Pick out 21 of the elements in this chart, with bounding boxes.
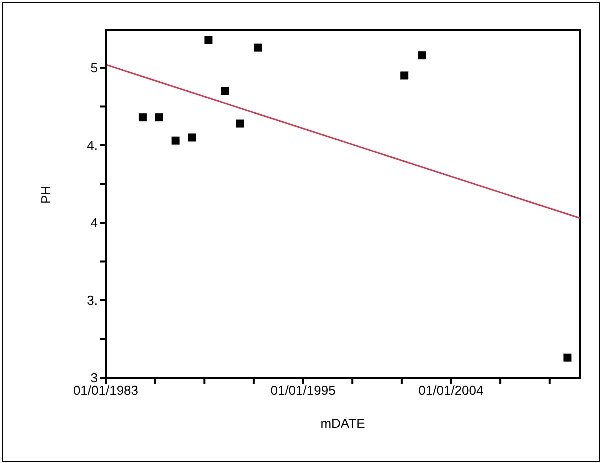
point	[204, 36, 213, 44]
y-tick-label: 5	[90, 60, 98, 76]
point	[188, 134, 196, 142]
point	[254, 44, 262, 52]
x-tick-label: 01/01/2004	[418, 383, 484, 398]
point	[418, 52, 426, 60]
point	[221, 87, 230, 96]
y-axis-title: PH	[38, 186, 54, 204]
x-tick-label: 01/01/1995	[270, 383, 336, 398]
x-tick-label: 01/01/1983	[73, 383, 139, 398]
y-tick-label: 3.	[87, 293, 98, 308]
point	[564, 354, 572, 362]
point	[138, 114, 147, 122]
point	[236, 120, 244, 128]
y-tick-label: 3	[90, 370, 98, 386]
y-tick-label: 4	[90, 216, 98, 231]
point	[172, 136, 180, 145]
point	[155, 114, 164, 122]
y-tick-label: 4.	[87, 138, 98, 154]
point	[400, 72, 409, 80]
x-axis-title: mDATE	[320, 416, 366, 431]
